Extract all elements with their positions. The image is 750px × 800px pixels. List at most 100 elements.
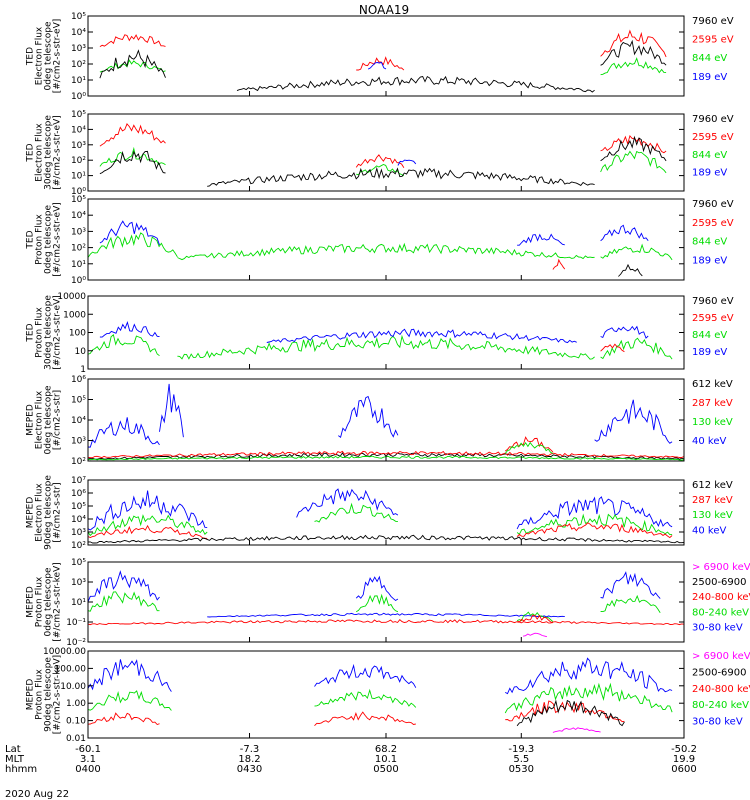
date-label: 2020 Aug 22: [5, 789, 69, 800]
panel-1-frame: [87, 15, 685, 97]
panel-1-series-1-seg-1: [99, 34, 166, 47]
legend-entry: 2500-6900: [692, 667, 747, 678]
legend-entry: 2595 eV: [692, 313, 734, 324]
legend-entry: 80-240 keV: [692, 700, 749, 711]
panel-8-traces: [88, 657, 673, 733]
panel-2-ylabel: TEDElectron Flux30deg telescope[#/cm2-s-…: [26, 115, 63, 190]
footer-value: 0600: [671, 764, 696, 775]
legend-entry: 287 keV: [692, 495, 733, 506]
footer-value: 18.2: [238, 754, 260, 765]
panel-6-ylabel: MEPEDElectron Flux90deg telescope[#/cm2-…: [26, 475, 63, 550]
footer-value: 68.2: [375, 744, 397, 755]
ytick-label: 10²: [71, 457, 86, 467]
footer-value: -7.3: [240, 744, 260, 755]
legend-entry: 844 eV: [692, 53, 727, 64]
panel-6: 10² 10³ 10⁴ 10⁵ 10⁶ 10⁷ MEPEDElectron Flux90de…: [26, 475, 733, 551]
panel-4-frame: [87, 295, 685, 370]
ytick-label: 10³: [71, 437, 86, 447]
ytick-label: 10³: [71, 528, 86, 538]
panel-4-series-1-seg-1: [88, 333, 160, 357]
ytick-label: 10: [75, 347, 87, 357]
panel-7-series-1-seg-2: [355, 575, 399, 602]
ytick-label: 1000: [63, 310, 86, 320]
panel-3-series-2-seg-2: [517, 233, 565, 246]
panel-6-series-4-seg-1: [88, 534, 684, 544]
panel-2-series-3-seg-2: [207, 166, 595, 187]
ytick-label: 10⁵: [71, 558, 86, 568]
panel-3-series-1-seg-3: [600, 243, 673, 261]
panel-8-series-4-seg-1: [516, 699, 625, 727]
panel-2-frame: [87, 113, 685, 192]
panel-3: 10⁰ 10¹ 10² 10³ 10⁴ 10⁵ TEDProton Flux0deg tel…: [26, 195, 734, 286]
legend-entry: 240-800 keV: [692, 684, 750, 695]
legend-entry: 240-800 keV: [692, 592, 750, 603]
panel-8-frame: [87, 650, 685, 739]
legend-entry: 189 eV: [692, 347, 727, 358]
panel-8-series-2-seg-3: [504, 682, 673, 714]
ytick-label: 10²: [71, 541, 86, 551]
panel-8-series-2-seg-1: [88, 690, 172, 711]
panel-2-series-1-seg-3: [600, 134, 667, 154]
legend-entry: 7960 eV: [692, 296, 734, 307]
legend-entry: 2500-6900: [692, 577, 747, 588]
panel-1: 10⁰ 10¹ 10² 10³ 10⁴ 10⁵ TEDElectron Flux0deg t…: [26, 12, 734, 102]
panel-3-series-4-seg-1: [552, 258, 566, 270]
panel-3-frame: [87, 198, 685, 281]
panels: 10⁰ 10¹ 10² 10³ 10⁴ 10⁵ TEDElectron Flux0deg t…: [26, 12, 750, 744]
legend-entry: 612 keV: [692, 480, 733, 491]
figure-title: NOAA19: [359, 3, 409, 17]
panel-2-series-2-seg-3: [600, 150, 667, 174]
panel-3-ylabel: TEDProton Flux0deg telescope[#/cm2-s-str…: [26, 202, 63, 277]
ytick-label: 1.00: [66, 699, 86, 709]
footer-value: 10.1: [375, 754, 397, 765]
panel-8-series-3-seg-1: [88, 712, 160, 726]
footer-row-label: MLT: [5, 754, 25, 765]
panel-8-series-1-seg-1: [88, 659, 172, 692]
legend-entry: 612 keV: [692, 379, 733, 390]
legend-entry: 30-80 keV: [692, 717, 743, 728]
footer-row-label: hhmm: [5, 764, 37, 775]
legend-entry: 30-80 keV: [692, 622, 743, 633]
panel-3-traces: [88, 220, 673, 277]
panel-1-series-4-seg-1: [367, 61, 387, 70]
footer-value: -50.2: [671, 744, 697, 755]
panel-8-series-5-seg-1: [552, 727, 601, 733]
ytick-label: 10⁴: [71, 125, 86, 135]
ytick-label: 1: [80, 365, 86, 375]
panel-4-series-1-seg-2: [177, 334, 595, 360]
panel-6-series-1-seg-3: [516, 496, 673, 530]
ytick-label: 10⁵: [71, 12, 86, 22]
footer-value: 5.5: [513, 754, 529, 765]
panel-2-series-4-seg-1: [397, 159, 417, 166]
legend-entry: 7960 eV: [692, 114, 734, 125]
ytick-label: 10²: [71, 60, 86, 70]
ytick-label: 10⁻¹: [66, 618, 86, 628]
panel-1-series-2-seg-2: [600, 57, 667, 76]
panel-4-ylabel: TEDProton Flux30deg telescope[#/cm2-s-st…: [26, 295, 63, 370]
footer-value: 0500: [373, 764, 398, 775]
panel-5-frame: [87, 378, 685, 462]
panel-4-series-2-seg-2: [266, 328, 577, 344]
ytick-label: 10³: [71, 141, 86, 151]
legend-entry: > 6900 keV: [692, 562, 750, 573]
footer-value: 0400: [75, 764, 100, 775]
panel-5: 10² 10³ 10⁴ 10⁵ 10⁶ MEPEDElectron Flux0deg te…: [26, 375, 733, 467]
legend-entry: 80-240 keV: [692, 607, 749, 618]
ytick-label: 10³: [71, 44, 86, 54]
legend-entry: 189 eV: [692, 256, 727, 267]
panel-7-ylabel: MEPEDProton Flux0deg telescope[#/cm2-s-s…: [26, 562, 63, 641]
ytick-label: 10⁷: [71, 476, 86, 486]
panel-2-series-3-seg-1: [99, 150, 166, 175]
panel-7: 10⁻² 10⁻¹ 10¹ 10³ 10⁵ MEPEDProton Flux0deg te…: [26, 558, 750, 648]
ytick-label: 10.00: [60, 682, 86, 692]
panel-5-series-1-seg-2: [159, 383, 184, 438]
panel-3-series-1-seg-1: [88, 232, 178, 258]
panel-2-series-1-seg-2: [355, 154, 405, 169]
panel-1-series-3-seg-3: [600, 39, 667, 66]
ytick-label: 10⁵: [71, 110, 86, 120]
panel-5-series-3-seg-1: [88, 450, 684, 459]
legend-entry: 7960 eV: [692, 199, 734, 210]
panel-8-ylabel: MEPEDProton Flux90deg telescope[#/cm2-s-…: [26, 655, 63, 734]
